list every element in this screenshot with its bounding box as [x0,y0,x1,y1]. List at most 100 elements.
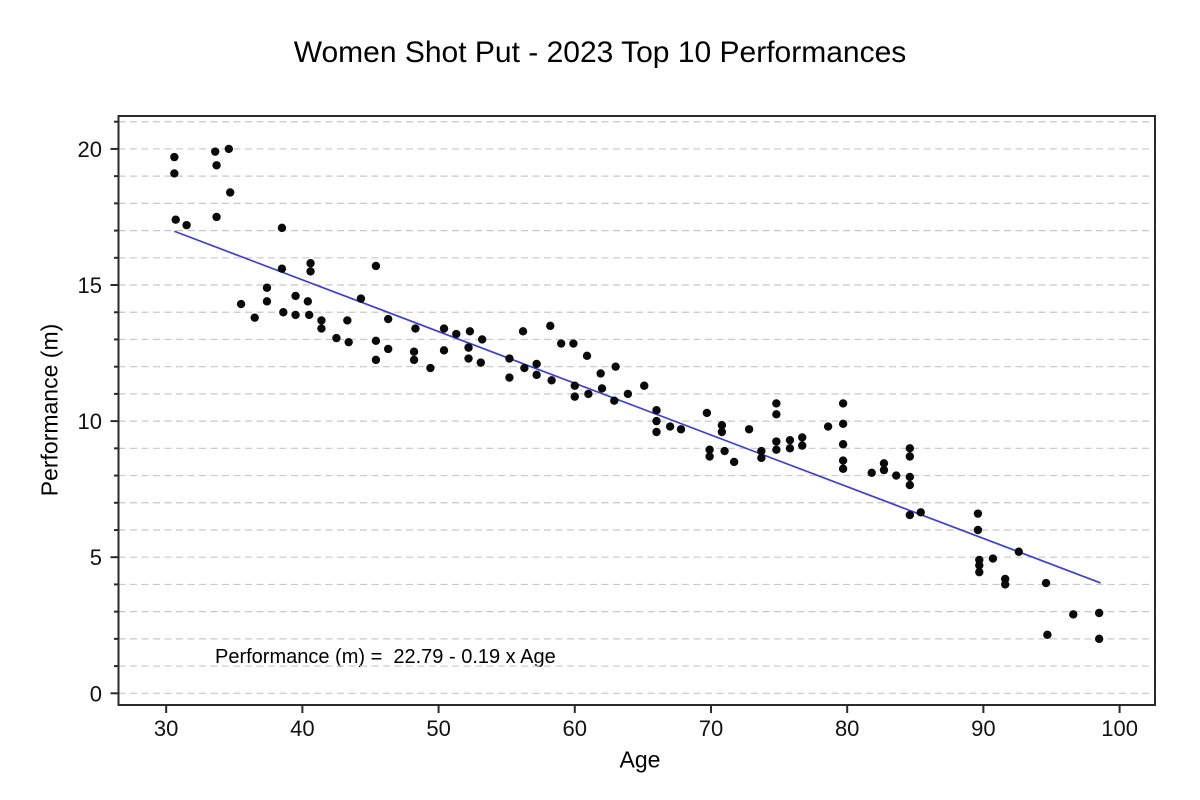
y-tick-label: 0 [90,681,102,706]
x-axis-title: Age [619,746,661,773]
data-point [772,410,781,419]
data-point [652,427,661,437]
data-point [225,188,235,197]
data-point [520,363,529,373]
data-point [785,435,795,445]
data-point [569,339,578,348]
data-point [356,294,366,303]
data-point [975,561,984,570]
data-point [717,427,727,437]
data-point [170,169,179,178]
data-point [556,339,566,348]
data-point [570,392,579,401]
data-point [464,343,473,352]
data-point [224,144,234,154]
data-point [277,264,287,273]
data-point [729,457,739,467]
data-point [652,416,661,426]
data-point [772,445,781,454]
data-point [757,446,766,456]
data-point [317,324,326,333]
data-point [1094,634,1104,644]
data-point [250,313,259,322]
data-point [306,267,315,276]
y-tick-label: 5 [90,545,102,570]
data-point [1000,580,1010,589]
data-point [623,389,633,399]
data-point [988,554,998,563]
data-point [306,259,315,268]
data-point [798,441,807,450]
data-point [905,510,915,520]
data-point [596,369,605,378]
data-point [532,370,541,380]
data-point [665,422,675,431]
y-tick-label: 10 [78,409,102,434]
data-point [640,381,649,390]
data-point [464,354,473,363]
data-point [518,327,528,336]
data-point [772,437,781,446]
y-tick-label: 20 [78,137,102,162]
data-point [277,223,287,233]
data-point [702,408,712,418]
data-point [409,347,419,356]
data-point [171,215,180,224]
data-point [383,344,393,354]
data-point [798,433,807,442]
data-point [182,220,191,230]
data-point [262,297,272,306]
data-point [720,446,729,456]
data-point [838,456,848,465]
data-point [371,261,381,271]
data-point [262,283,272,292]
plot-border [117,115,1156,706]
data-point [546,321,555,331]
data-point [211,147,220,156]
y-tick-label: 15 [78,273,102,298]
data-point [291,291,300,301]
data-point [838,419,848,429]
data-point [291,310,300,320]
data-point [717,420,727,430]
data-point [838,440,848,449]
data-point [584,389,593,399]
data-point [332,333,341,343]
data-point [303,297,313,306]
data-point [676,425,686,434]
data-point [371,336,381,346]
data-point [1014,547,1023,556]
data-point [477,335,487,344]
chart-title: Women Shot Put - 2023 Top 10 Performance… [293,36,907,69]
data-point [905,452,915,461]
data-point [452,329,461,339]
data-point [705,445,714,454]
data-point [582,351,592,360]
x-tick-label: 50 [426,716,450,741]
data-point [772,399,781,408]
data-point [279,308,288,317]
data-point [597,384,607,393]
data-point [973,525,983,535]
data-point [439,324,449,333]
data-point [879,459,889,468]
data-point [905,480,915,490]
x-tick-label: 80 [835,716,859,741]
x-tick-label: 90 [971,716,995,741]
regression-equation-annotation: Performance (m) = 22.79 - 0.19 x Age [215,646,556,668]
data-point [823,422,833,431]
data-point [705,452,714,461]
x-tick-label: 70 [699,716,723,741]
x-tick-label: 40 [290,716,314,741]
data-point [465,327,475,336]
data-point [611,362,620,371]
data-point [532,359,541,369]
data-point [1043,630,1052,639]
regression-line [174,230,1101,584]
data-point [973,509,983,518]
data-point [344,337,353,347]
data-point [785,444,795,453]
data-point [838,399,848,408]
data-point [838,464,848,473]
